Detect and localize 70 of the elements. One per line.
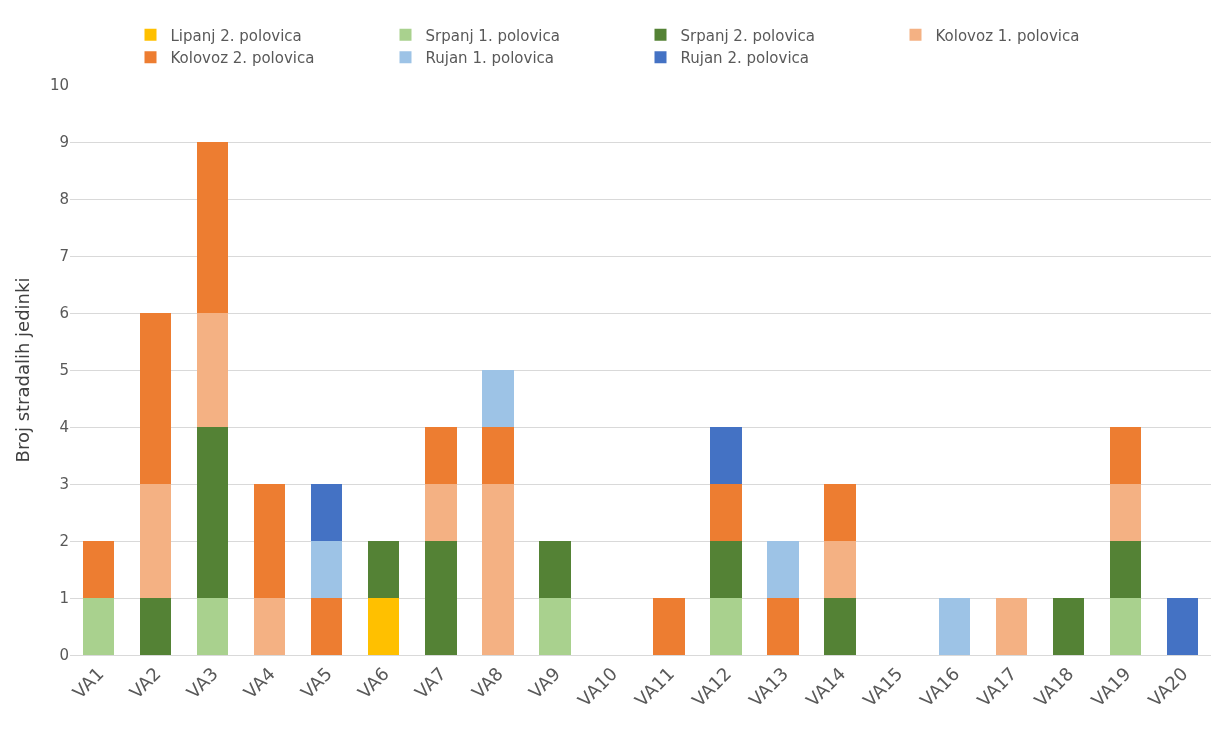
x-tick-label: VA5 [296, 662, 336, 703]
bar [1166, 598, 1199, 655]
bar [938, 598, 970, 655]
bar [482, 370, 514, 427]
x-tick-label: VA7 [410, 662, 451, 703]
bar [368, 598, 400, 655]
x-tick-label: VA6 [353, 662, 393, 703]
x-tick-label: VA3 [182, 662, 222, 703]
bar [1109, 484, 1142, 541]
legend-label: Srpanj 2. polovica [680, 26, 815, 45]
bar [767, 541, 799, 598]
bar [482, 484, 514, 655]
bar [482, 427, 514, 484]
bar [710, 427, 742, 484]
legend-label: Rujan 2. polovica [680, 49, 809, 68]
bar [1109, 427, 1142, 484]
legend-label: Rujan 1. polovica [425, 49, 554, 68]
y-axis-title: Broj stradalih jedinki [12, 277, 34, 463]
bar [196, 313, 229, 427]
bar [653, 598, 685, 655]
x-tick-label: VA4 [239, 662, 279, 703]
bar [1052, 598, 1085, 655]
bar [710, 598, 742, 655]
legend-label: Kolovoz 2. polovica [170, 49, 315, 68]
y-tick-label: 2 [59, 532, 69, 551]
x-tick-label: VA8 [467, 662, 508, 703]
y-tick-label: 3 [59, 475, 69, 494]
bar [139, 598, 172, 655]
bar [253, 484, 286, 598]
bar [311, 484, 343, 541]
bar [82, 541, 115, 598]
bar [425, 541, 457, 655]
bar [539, 598, 571, 655]
y-tick-label: 6 [59, 304, 69, 323]
legend-label: Kolovoz 1. polovica [935, 26, 1080, 45]
legend-label: Srpanj 1. polovica [425, 26, 560, 45]
bar [824, 484, 856, 541]
bar [196, 427, 229, 598]
bar [767, 598, 799, 655]
bar [196, 142, 229, 313]
bar [710, 541, 742, 598]
bar [425, 427, 457, 484]
bar [1109, 541, 1142, 598]
y-tick-label: 1 [59, 589, 69, 608]
x-tick-label: VA9 [524, 662, 565, 703]
y-tick-label: 7 [59, 247, 69, 266]
bar [253, 598, 286, 655]
y-tick-label: 9 [59, 133, 69, 152]
bar [82, 598, 115, 655]
bar [139, 484, 172, 598]
bar [710, 484, 742, 541]
x-tick-label: VA2 [125, 662, 165, 703]
y-tick-label: 4 [59, 418, 69, 437]
bar [824, 541, 856, 598]
y-tick-label: 0 [59, 646, 69, 665]
legend-label: Lipanj 2. polovica [170, 26, 302, 45]
bar [995, 598, 1028, 655]
y-tick-label: 5 [59, 361, 69, 380]
y-tick-label: 8 [59, 190, 69, 209]
y-tick-label: 10 [49, 76, 69, 95]
x-tick-label: VA1 [68, 662, 108, 703]
bar [196, 598, 229, 655]
bar [311, 598, 343, 655]
bar [311, 541, 343, 598]
bar [539, 541, 571, 598]
bar [139, 313, 172, 484]
bar [425, 484, 457, 541]
bar [1109, 598, 1142, 655]
bar [368, 541, 400, 598]
bar [824, 598, 856, 655]
